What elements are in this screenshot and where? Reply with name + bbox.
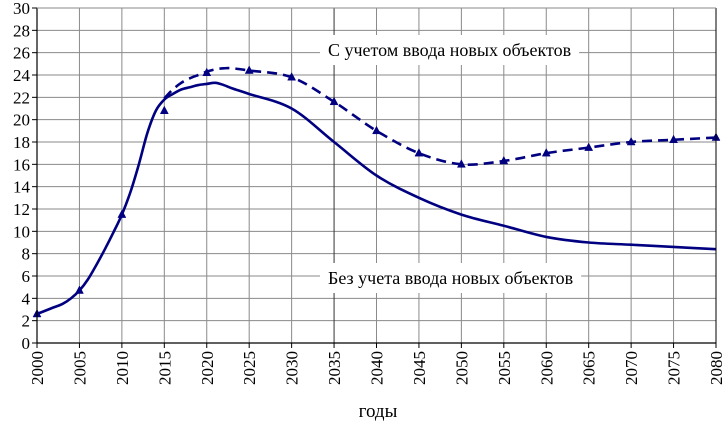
marker-2050	[456, 159, 466, 168]
x-tick-label-2055: 2055	[495, 351, 514, 385]
y-tick-label-18: 18	[13, 133, 30, 152]
x-tick-label-2065: 2065	[580, 351, 599, 385]
y-tick-label-26: 26	[13, 44, 30, 63]
x-tick-label-2080: 2080	[707, 351, 724, 385]
series-line-without-new-objects	[36, 81, 717, 316]
marker-2075	[669, 134, 678, 144]
marker-2060	[541, 148, 551, 157]
x-axis-label: годы	[359, 401, 398, 422]
marker-2030	[287, 72, 297, 81]
x-tick-label-2075: 2075	[665, 351, 684, 385]
x-tick-label-2070: 2070	[622, 351, 641, 385]
grid	[36, 7, 717, 344]
y-tick-label-28: 28	[13, 21, 30, 40]
marker-2015	[159, 105, 169, 114]
y-tick-label-2: 2	[22, 312, 31, 331]
series-markers	[32, 65, 721, 318]
marker-2005	[75, 285, 84, 294]
y-tick-label-0: 0	[22, 334, 31, 353]
y-tick-label-22: 22	[13, 88, 30, 107]
x-tick-label-2020: 2020	[198, 351, 217, 385]
marker-2040	[372, 125, 381, 135]
annotation-box-1	[320, 263, 582, 293]
y-tick-label-24: 24	[13, 66, 31, 85]
marker-2065	[584, 142, 594, 151]
x-tick-label-2025: 2025	[240, 351, 259, 385]
y-tick-label-16: 16	[13, 155, 30, 174]
x-tick-label-2045: 2045	[410, 351, 429, 385]
x-tick-label-2010: 2010	[113, 351, 132, 385]
x-tick-label-2040: 2040	[368, 351, 387, 385]
x-tick-label-2035: 2035	[325, 351, 344, 385]
x-tick-label-2060: 2060	[537, 351, 556, 385]
annotation-with-new-objects: С учетом ввода новых объектов	[328, 40, 571, 60]
marker-2055	[499, 155, 509, 165]
marker-2025	[244, 65, 254, 74]
x-tick-label-2030: 2030	[283, 351, 302, 385]
y-tick-label-10: 10	[13, 222, 30, 241]
axes	[32, 7, 717, 348]
x-tick-label-2050: 2050	[452, 351, 471, 385]
marker-2020	[202, 67, 212, 77]
y-tick-label-14: 14	[13, 178, 31, 197]
y-tick-label-12: 12	[13, 200, 30, 219]
marker-2045	[414, 148, 424, 157]
y-tick-label-20: 20	[13, 111, 30, 130]
x-tick-label-2000: 2000	[28, 351, 47, 385]
marker-2035	[329, 96, 339, 106]
y-tick-label-30: 30	[13, 0, 30, 18]
y-tick-label-4: 4	[22, 289, 31, 308]
annotation-box-0	[320, 35, 580, 65]
x-tick-label-2005: 2005	[70, 351, 89, 385]
y-tick-label-8: 8	[22, 245, 31, 264]
x-tick-label-2015: 2015	[155, 351, 174, 385]
y-tick-label-6: 6	[22, 267, 31, 286]
marker-2070	[626, 136, 636, 146]
marker-2010	[117, 209, 127, 218]
annotation-without-new-objects: Без учета ввода новых объектов	[328, 268, 573, 288]
annotation-backgrounds	[320, 35, 582, 293]
